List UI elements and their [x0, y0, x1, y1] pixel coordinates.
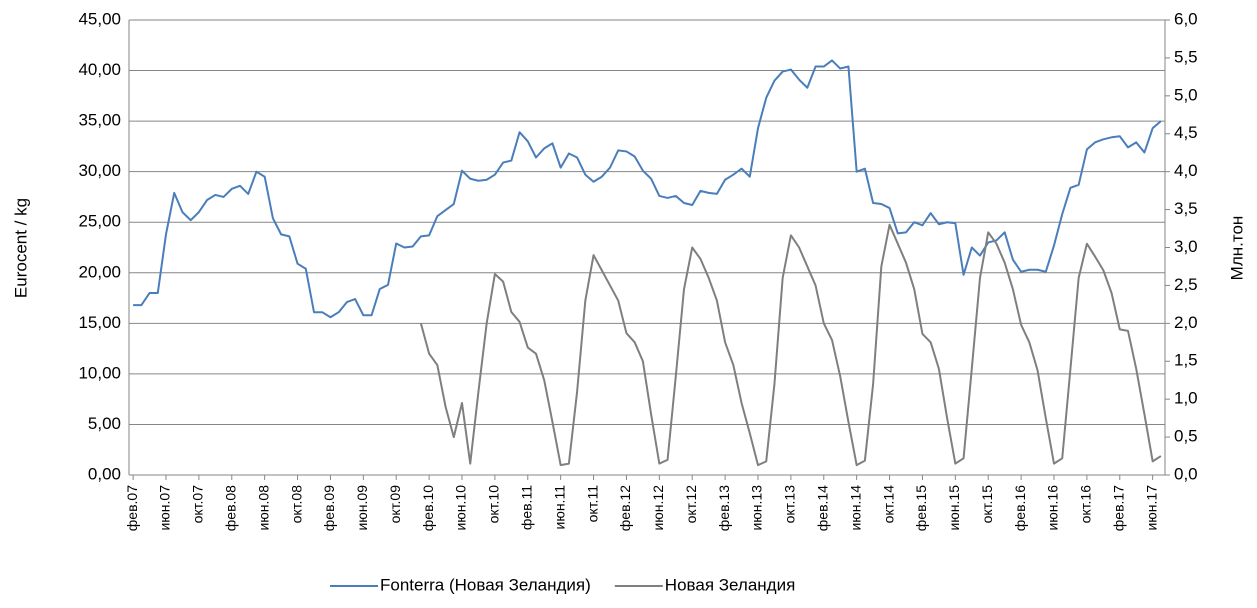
- y-tick-label: 45,00: [78, 9, 121, 28]
- y2-tick-label: 2,5: [1174, 275, 1198, 294]
- x-tick-label: фев.10: [420, 485, 436, 531]
- y2-tick-label: 6,0: [1174, 9, 1198, 28]
- x-tick-label: фев.13: [716, 485, 732, 531]
- y-tick-label: 40,00: [78, 60, 121, 79]
- x-tick-label: окт.12: [683, 485, 699, 524]
- x-tick-label: фев.15: [913, 485, 929, 531]
- y-tick-label: 25,00: [78, 212, 121, 231]
- x-tick-label: окт.11: [584, 485, 600, 523]
- y2-tick-label: 0,0: [1174, 464, 1198, 483]
- legend-label: Новая Зеландия: [665, 575, 796, 594]
- y-tick-label: 10,00: [78, 363, 121, 382]
- x-tick-label: июн.10: [453, 485, 469, 531]
- x-tick-label: июн.07: [157, 485, 173, 531]
- y2-tick-label: 2,0: [1174, 313, 1198, 332]
- y-tick-label: 5,00: [88, 414, 121, 433]
- x-tick-label: июн.13: [749, 485, 765, 531]
- y2-tick-label: 0,5: [1174, 427, 1198, 446]
- y2-tick-label: 5,5: [1174, 47, 1198, 66]
- y-axis-label: Eurocent / kg: [11, 198, 30, 298]
- x-tick-label: фев.08: [222, 485, 238, 531]
- y-tick-label: 30,00: [78, 161, 121, 180]
- x-tick-label: фев.14: [814, 485, 830, 531]
- y2-tick-label: 1,0: [1174, 389, 1198, 408]
- x-tick-label: июн.12: [650, 485, 666, 531]
- x-tick-label: июн.08: [255, 485, 271, 531]
- y2-tick-label: 4,5: [1174, 123, 1198, 142]
- y2-axis-label: Млн.тон: [1227, 216, 1246, 281]
- y-tick-label: 35,00: [78, 111, 121, 130]
- y2-tick-label: 5,0: [1174, 85, 1198, 104]
- series-line: [419, 223, 1162, 467]
- x-tick-label: окт.13: [782, 485, 798, 524]
- x-tick-label: фев.16: [1012, 485, 1028, 531]
- y2-tick-label: 1,5: [1174, 351, 1198, 370]
- x-tick-label: фев.09: [321, 485, 337, 531]
- x-tick-label: июн.11: [551, 485, 567, 530]
- x-tick-label: окт.09: [387, 485, 403, 524]
- x-tick-label: окт.08: [288, 485, 304, 524]
- y2-tick-label: 3,5: [1174, 199, 1198, 218]
- x-tick-label: фев.12: [617, 485, 633, 531]
- x-tick-label: фев.11: [518, 485, 534, 530]
- x-tick-label: июн.15: [946, 485, 962, 531]
- y-tick-label: 15,00: [78, 313, 121, 332]
- x-tick-label: июн.09: [354, 485, 370, 531]
- y-tick-label: 0,00: [88, 464, 121, 483]
- x-tick-label: окт.15: [979, 485, 995, 524]
- x-tick-label: фев.07: [124, 485, 140, 531]
- x-tick-label: фев.17: [1110, 485, 1126, 531]
- x-tick-label: окт.14: [880, 485, 896, 524]
- series-line: [133, 59, 1162, 319]
- legend-label: Fonterra (Новая Зеландия): [380, 575, 591, 594]
- x-tick-label: июн.17: [1143, 485, 1159, 531]
- y2-tick-label: 3,0: [1174, 237, 1198, 256]
- x-tick-label: июн.16: [1045, 485, 1061, 531]
- x-tick-label: июн.14: [847, 485, 863, 531]
- x-tick-label: окт.07: [190, 485, 206, 524]
- y2-tick-label: 4,0: [1174, 161, 1198, 180]
- x-tick-label: окт.16: [1078, 485, 1094, 524]
- x-tick-label: окт.10: [486, 485, 502, 524]
- y-tick-label: 20,00: [78, 262, 121, 281]
